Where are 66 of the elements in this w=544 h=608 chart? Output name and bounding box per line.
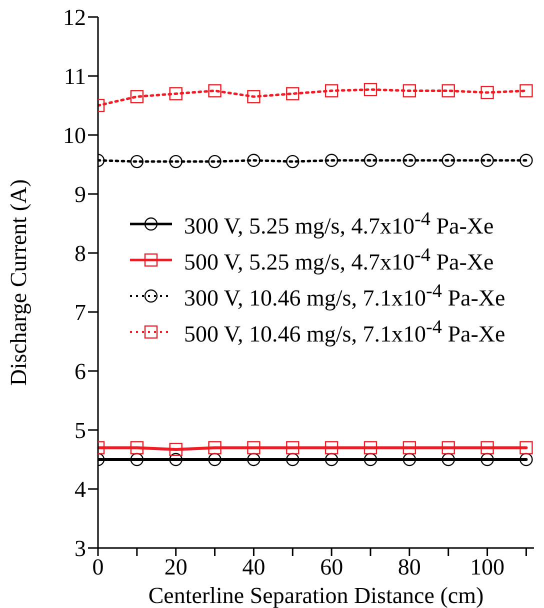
point: [520, 452, 533, 466]
x-tick-label: 40: [242, 554, 266, 580]
point: [402, 154, 416, 167]
y-tick-label: 7: [74, 300, 86, 326]
x-tick-label: 100: [470, 554, 505, 580]
y-tick-label: 12: [63, 5, 86, 30]
x-tick-label: 0: [92, 554, 104, 580]
point: [520, 154, 533, 167]
point: [480, 154, 494, 167]
point: [169, 87, 182, 100]
point: [286, 87, 300, 100]
point: [480, 452, 494, 466]
x-axis-title: Centerline Separation Distance (cm): [148, 583, 484, 608]
point: [442, 441, 455, 454]
y-tick-label: 10: [63, 123, 86, 148]
point: [286, 452, 300, 466]
point: [364, 154, 378, 167]
point: [364, 452, 378, 466]
point: [364, 441, 378, 454]
y-tick-label: 8: [74, 241, 86, 266]
legend-label: 500 V, 10.46 mg/s, 7.1x10$^{-4}$ Pa-Xe: [184, 316, 506, 348]
point: [208, 154, 222, 168]
point: [402, 452, 416, 466]
point: [480, 441, 494, 454]
x-tick-label: 80: [398, 554, 421, 580]
point: [324, 84, 338, 98]
point: [247, 154, 260, 167]
point: [324, 154, 338, 167]
point: [286, 441, 300, 454]
point: [520, 441, 533, 454]
point: [169, 154, 182, 168]
legend-label: 300 V, 10.46 mg/s, 7.1x10$^{-4}$ Pa-Xe: [184, 280, 506, 312]
point: [247, 452, 260, 466]
point: [324, 452, 338, 466]
y-tick-label: 6: [74, 359, 86, 384]
point: [247, 90, 260, 104]
point: [402, 441, 416, 454]
point: [442, 154, 455, 167]
point: [324, 441, 338, 454]
y-tick-label: 11: [64, 64, 86, 90]
point: [208, 84, 222, 98]
point: [402, 84, 416, 98]
y-tick-label: 4: [74, 477, 86, 502]
point: [364, 82, 378, 96]
point: [169, 442, 182, 456]
point: [247, 441, 260, 454]
legend-label: 500 V, 5.25 mg/s, 4.7x10$^{-4}$ Pa-Xe: [184, 244, 494, 276]
point: [130, 452, 144, 466]
point: [442, 84, 455, 98]
x-tick-label: 20: [164, 554, 188, 580]
point: [169, 452, 182, 466]
x-tick-label: 60: [320, 554, 344, 580]
point: [286, 154, 300, 168]
y-tick-label: 9: [74, 182, 86, 208]
y-tick-label: 5: [74, 418, 86, 444]
point: [480, 86, 494, 100]
y-tick-label: 3: [74, 536, 86, 562]
y-axis-title: Discharge Current (A): [6, 179, 32, 386]
point: [442, 452, 455, 466]
legend-label: 300 V, 5.25 mg/s, 4.7x10$^{-4}$ Pa-Xe: [184, 208, 494, 240]
point: [130, 90, 144, 104]
point: [130, 441, 144, 454]
point: [208, 452, 222, 466]
point: [130, 154, 144, 168]
point: [208, 441, 222, 454]
point: [520, 84, 533, 98]
